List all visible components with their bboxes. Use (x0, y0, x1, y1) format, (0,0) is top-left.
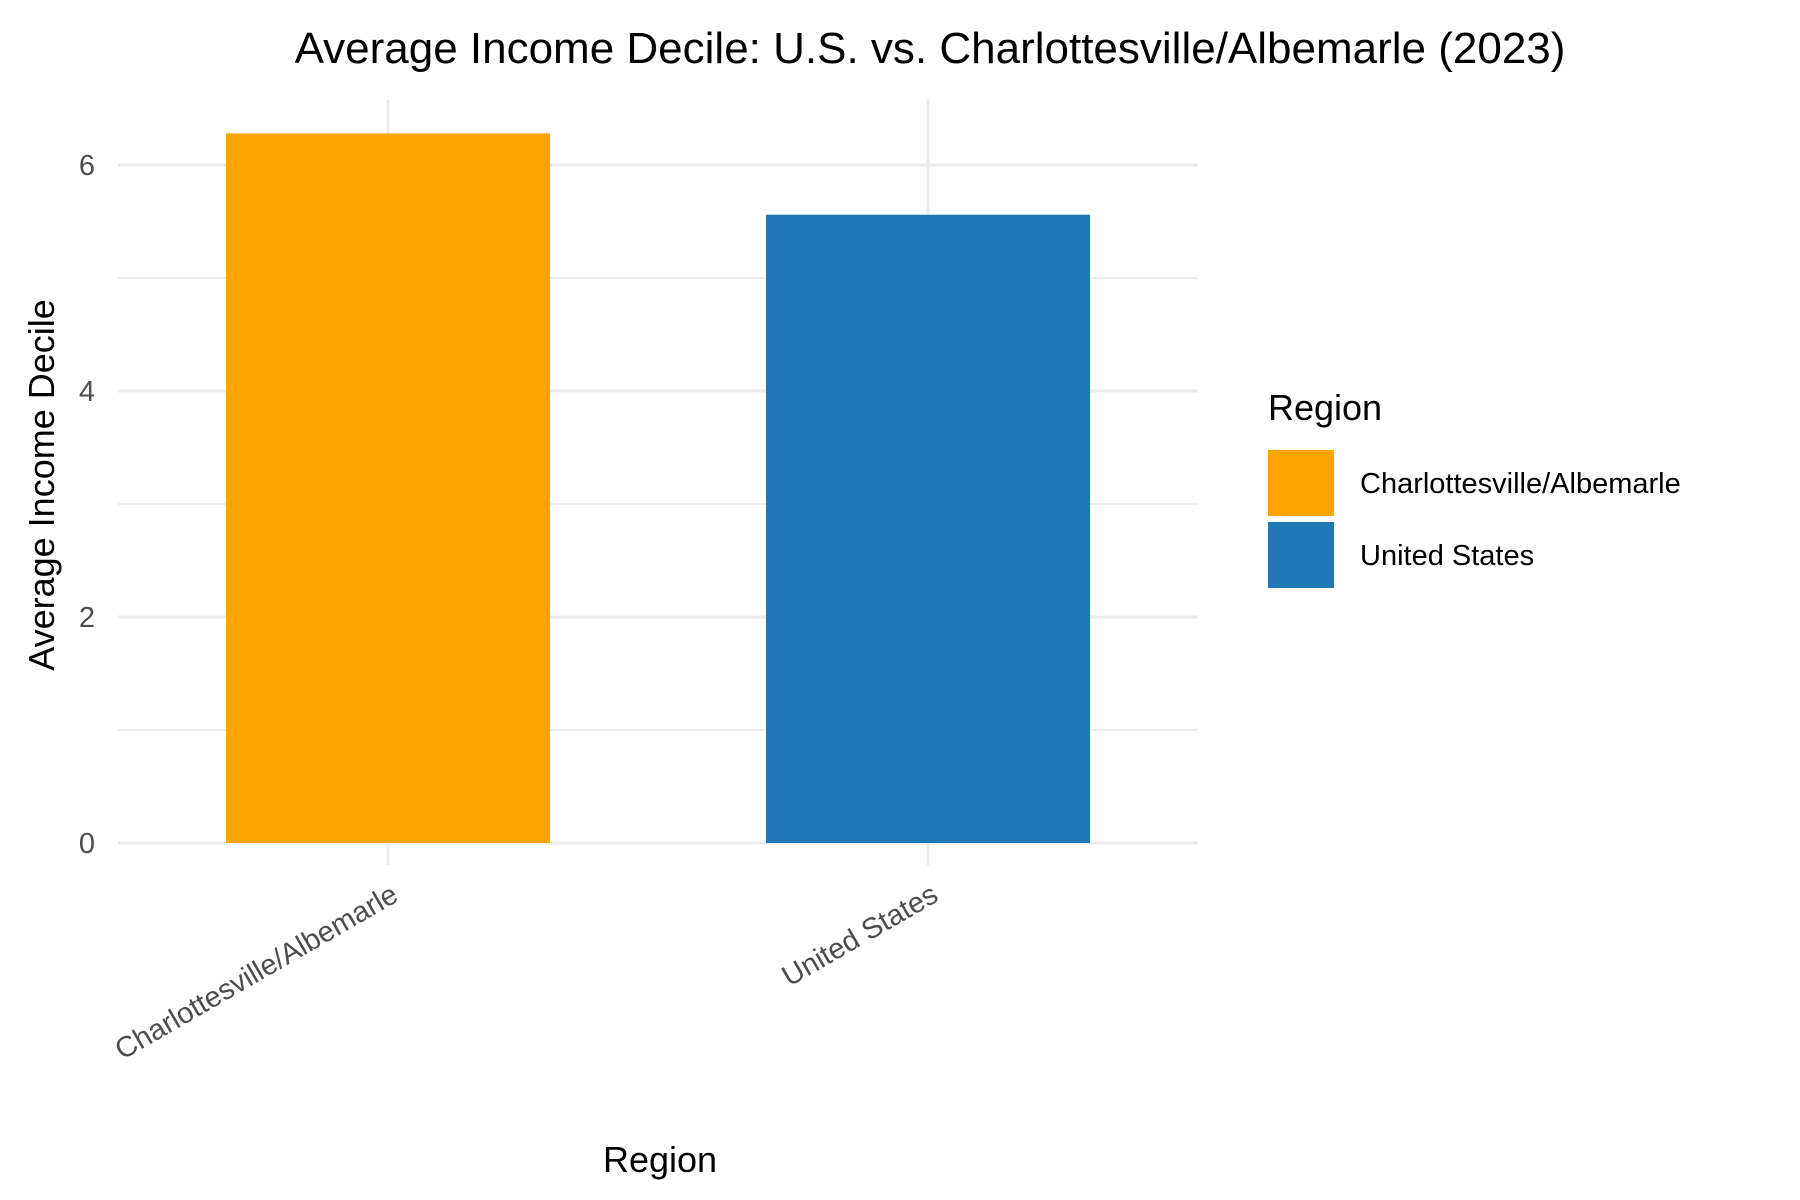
legend-label: Charlottesville/Albemarle (1360, 468, 1681, 500)
y-tick-label: 2 (79, 602, 95, 634)
legend-key (1268, 450, 1334, 516)
chart-title: Average Income Decile: U.S. vs. Charlott… (295, 24, 1566, 73)
legend-title: Region (1268, 387, 1382, 428)
legend-label: United States (1360, 540, 1534, 572)
bar (226, 133, 550, 843)
y-tick-label: 6 (79, 150, 95, 182)
y-axis-title: Average Income Decile (21, 299, 62, 671)
y-tick-label: 0 (79, 828, 95, 860)
bar (766, 215, 1090, 843)
y-tick-label: 4 (79, 376, 95, 408)
legend-key (1268, 522, 1334, 588)
x-axis-title: Region (603, 1139, 717, 1180)
